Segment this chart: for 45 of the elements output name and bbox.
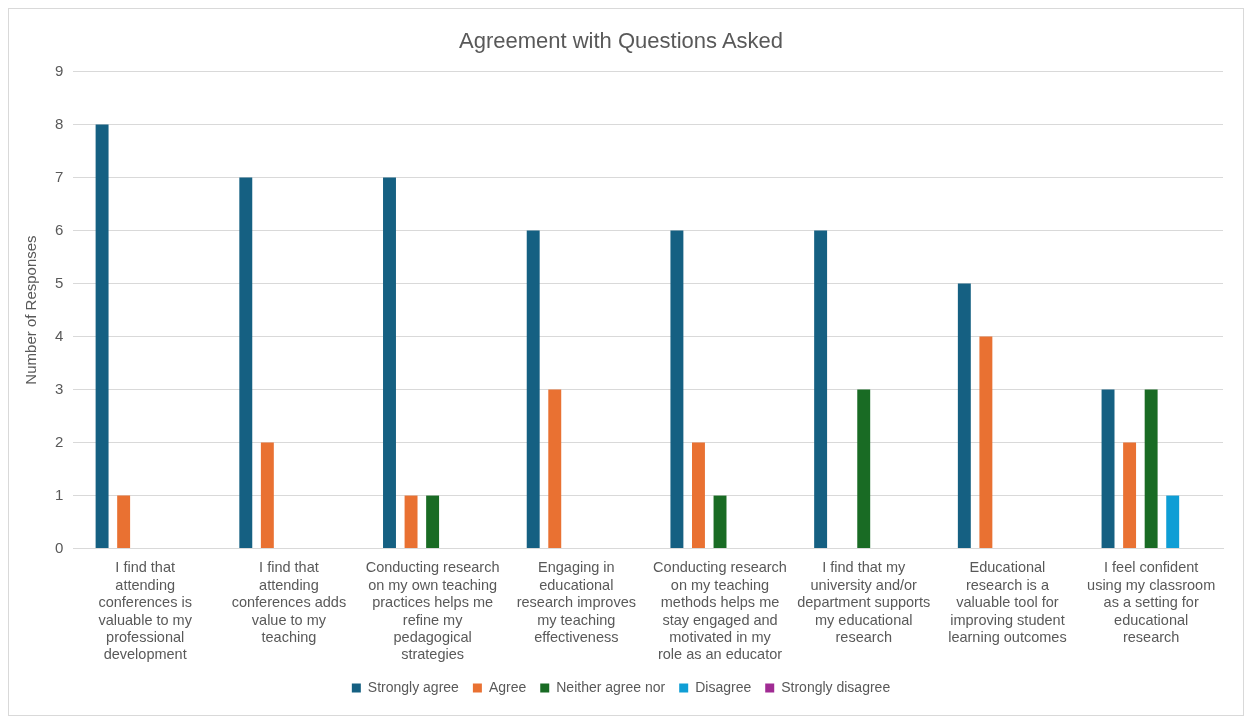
y-tick-label: 9	[55, 61, 64, 79]
bar	[548, 389, 562, 549]
y-tick-label: 7	[55, 167, 64, 185]
y-tick-label: 2	[55, 432, 64, 450]
legend-label: Agree	[488, 678, 527, 695]
bar	[260, 442, 274, 549]
x-tick-label: Conducting research on my own teaching practices helps me refine my pedagogical strategies	[365, 559, 500, 663]
bar	[1144, 389, 1158, 549]
legend-label: Strongly agree	[367, 678, 460, 695]
bar	[692, 442, 705, 549]
bar	[670, 230, 684, 549]
x-tick-label: I find that my university and/or department supports my educational research	[797, 559, 931, 645]
y-tick-label: 0	[55, 538, 64, 556]
bar	[383, 177, 396, 549]
bar	[979, 336, 993, 549]
bar	[117, 495, 131, 549]
x-tick-label: I feel confident using my classroom as a setting for educational research	[1087, 559, 1216, 645]
bar	[957, 283, 971, 549]
x-tick-label: I find that attending conferences adds value to my teaching	[231, 559, 347, 645]
chart-title: Agreement with Questions Asked	[458, 28, 784, 54]
bar	[426, 495, 440, 549]
x-tick-label: Conducting research on my teaching methods helps me stay engaged and motivated in my role as an educator	[653, 559, 787, 663]
y-axis-title: Number of Responses	[22, 235, 40, 385]
x-tick-label: Educational research is a valuable tool for improving student learning outcomes	[948, 559, 1067, 645]
y-tick-label: 1	[55, 485, 64, 503]
bar	[1123, 442, 1137, 549]
y-tick-label: 3	[55, 379, 64, 397]
x-tick-label: Engaging in educational research improves my teaching effectiveness	[516, 559, 636, 645]
y-tick-label: 5	[55, 273, 64, 291]
legend-label: Strongly disagree	[781, 678, 891, 695]
legend-label: Disagree	[695, 678, 752, 695]
legend-label: Neither agree nor	[556, 678, 666, 695]
bar	[1166, 495, 1180, 549]
bar	[404, 495, 418, 549]
y-tick-label: 8	[55, 114, 64, 132]
y-tick-label: 6	[55, 220, 64, 238]
x-tick-label: I find that attending conferences is valuable to my professional development	[98, 559, 193, 663]
bar	[1101, 389, 1115, 549]
bar	[857, 389, 871, 549]
bar	[814, 230, 828, 549]
bar	[713, 495, 727, 549]
bar	[526, 230, 540, 549]
bar	[239, 177, 253, 549]
y-tick-label: 4	[55, 326, 64, 344]
bar	[95, 124, 109, 549]
